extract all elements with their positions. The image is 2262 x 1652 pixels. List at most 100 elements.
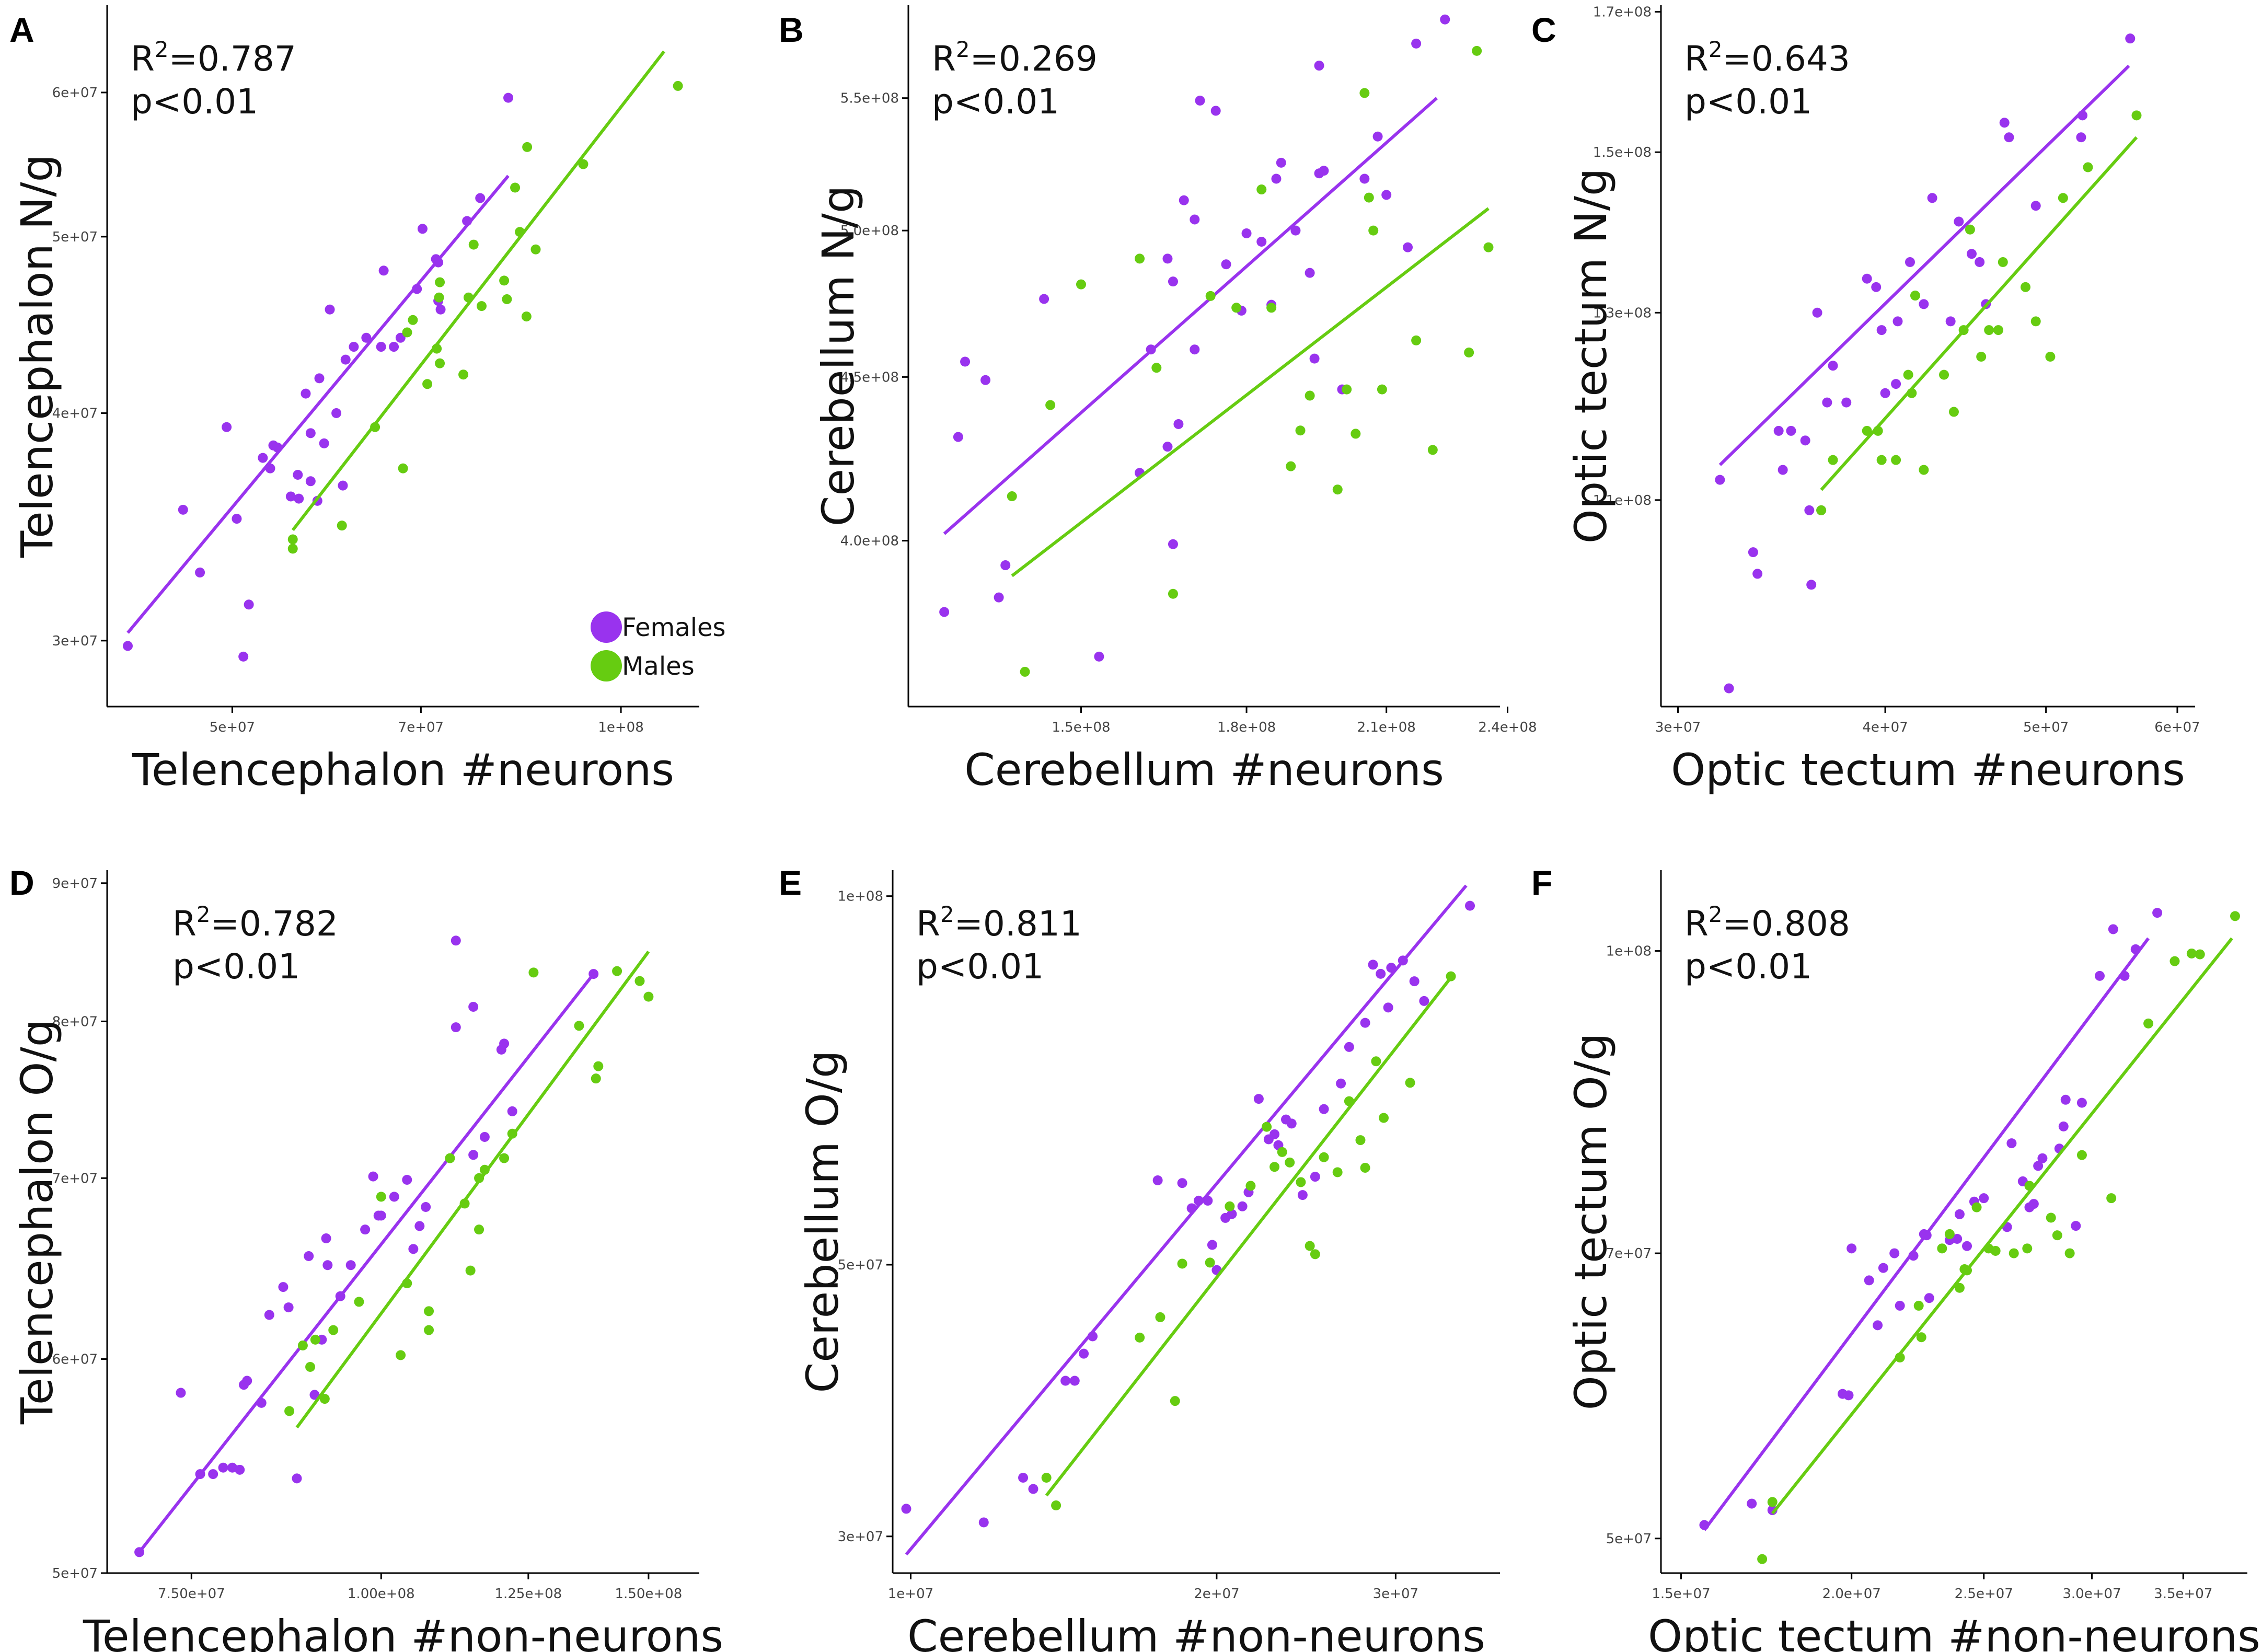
data-point-males bbox=[1355, 1135, 1366, 1146]
x-axis-title: Cerebellum #non-neurons bbox=[907, 1611, 1485, 1652]
data-point-females bbox=[1381, 190, 1392, 200]
data-point-females bbox=[122, 641, 133, 651]
series-males bbox=[1041, 971, 1456, 1511]
data-point-males bbox=[1245, 1181, 1256, 1191]
data-point-females bbox=[305, 428, 316, 438]
data-point-females bbox=[978, 1517, 989, 1528]
r-squared-label: R2=0.782 bbox=[172, 902, 338, 944]
data-point-females bbox=[1699, 1520, 1710, 1530]
data-point-males bbox=[528, 967, 539, 978]
data-point-females bbox=[588, 969, 599, 979]
r-squared-value: =0.811 bbox=[954, 904, 1082, 944]
panel-c: 3e+07 4e+07 5e+07 6e+07 1.1e+08 1.3e+08 1.5e+0… bbox=[1531, 5, 2200, 795]
data-point-females bbox=[1309, 353, 1320, 364]
data-point-males bbox=[1344, 1096, 1354, 1106]
panel-letter: E bbox=[779, 863, 802, 902]
data-point-females bbox=[1173, 419, 1184, 430]
data-point-females bbox=[499, 1038, 510, 1049]
data-point-females bbox=[232, 514, 242, 524]
data-point-females bbox=[1908, 1251, 1919, 1261]
data-point-males bbox=[1225, 1201, 1235, 1211]
data-point-males bbox=[2131, 110, 2142, 121]
data-point-females bbox=[1376, 968, 1386, 979]
data-point-males bbox=[1767, 1497, 1778, 1507]
data-point-females bbox=[309, 1390, 320, 1400]
data-point-males bbox=[465, 1265, 476, 1276]
data-point-males bbox=[1135, 253, 1145, 264]
data-point-females bbox=[376, 342, 386, 352]
data-point-females bbox=[421, 1202, 431, 1212]
data-point-males bbox=[1020, 666, 1030, 677]
data-point-females bbox=[2076, 132, 2086, 143]
data-point-females bbox=[301, 388, 311, 399]
data-point-females bbox=[1822, 397, 1832, 408]
data-point-females bbox=[294, 493, 304, 504]
y-tick-label: 6e+07 bbox=[52, 85, 98, 101]
data-point-males bbox=[1332, 1167, 1343, 1177]
data-point-males bbox=[2009, 1248, 2019, 1258]
data-point-females bbox=[1372, 131, 1383, 142]
data-point-males bbox=[310, 1334, 320, 1345]
data-point-females bbox=[1290, 225, 1301, 236]
data-point-females bbox=[319, 438, 329, 448]
data-point-males bbox=[2064, 1248, 2075, 1258]
data-point-males bbox=[1305, 390, 1315, 401]
data-point-females bbox=[412, 284, 422, 294]
regression-line-females bbox=[943, 97, 1438, 535]
data-point-females bbox=[1193, 1195, 1204, 1206]
data-point-females bbox=[244, 599, 254, 610]
data-point-males bbox=[1816, 505, 1827, 515]
data-point-females bbox=[1237, 1201, 1248, 1211]
data-point-females bbox=[314, 373, 325, 384]
data-point-females bbox=[1752, 569, 1763, 579]
r-squared-superscript: 2 bbox=[940, 902, 954, 927]
data-point-females bbox=[1060, 1376, 1071, 1386]
data-point-females bbox=[1945, 316, 1956, 327]
data-point-males bbox=[1305, 1241, 1315, 1251]
data-point-females bbox=[1000, 560, 1011, 571]
y-axis-title: Cerebellum N/g bbox=[813, 186, 864, 527]
data-point-males bbox=[1377, 384, 1387, 395]
x-tick-label: 5e+07 bbox=[2023, 720, 2069, 735]
regression-line-males bbox=[295, 951, 650, 1429]
data-point-males bbox=[458, 369, 469, 380]
data-point-males bbox=[1270, 1162, 1280, 1172]
data-point-males bbox=[1891, 455, 1901, 465]
data-point-females bbox=[2033, 1161, 2044, 1171]
data-point-males bbox=[634, 976, 645, 986]
series-females bbox=[122, 93, 514, 662]
data-point-females bbox=[1895, 1300, 1905, 1311]
data-point-males bbox=[396, 1350, 406, 1360]
regression-line-males bbox=[291, 50, 665, 532]
r-squared-value: =0.269 bbox=[970, 39, 1098, 79]
data-point-females bbox=[238, 651, 249, 662]
data-point-males bbox=[424, 1325, 434, 1335]
data-point-females bbox=[2028, 1199, 2039, 1209]
data-point-females bbox=[1319, 166, 1329, 176]
data-point-females bbox=[176, 1388, 186, 1398]
data-point-males bbox=[1051, 1500, 1061, 1511]
data-point-males bbox=[476, 301, 487, 311]
data-point-males bbox=[1971, 1202, 1982, 1212]
data-point-males bbox=[1411, 335, 1422, 345]
data-point-females bbox=[208, 1469, 218, 1480]
r-squared-label: R2=0.808 bbox=[1684, 902, 1850, 944]
data-point-males bbox=[305, 1362, 316, 1372]
data-point-females bbox=[331, 408, 342, 419]
data-point-males bbox=[2052, 1230, 2062, 1241]
data-point-females bbox=[178, 504, 188, 515]
data-point-males bbox=[284, 1406, 295, 1416]
r-squared-label: R2=0.643 bbox=[1684, 37, 1850, 79]
data-point-females bbox=[1828, 361, 1838, 371]
data-point-females bbox=[1724, 683, 1734, 694]
y-tick-label: 7e+07 bbox=[1606, 1246, 1652, 1262]
data-point-males bbox=[1472, 45, 1482, 56]
data-point-males bbox=[574, 1021, 584, 1031]
legend-label-females: Females bbox=[622, 613, 726, 642]
data-point-males bbox=[445, 1153, 455, 1163]
data-point-females bbox=[1319, 1104, 1329, 1114]
data-point-females bbox=[322, 1260, 333, 1270]
data-point-females bbox=[1954, 1209, 1965, 1219]
data-point-males bbox=[2058, 193, 2068, 203]
data-point-females bbox=[1344, 1042, 1354, 1052]
